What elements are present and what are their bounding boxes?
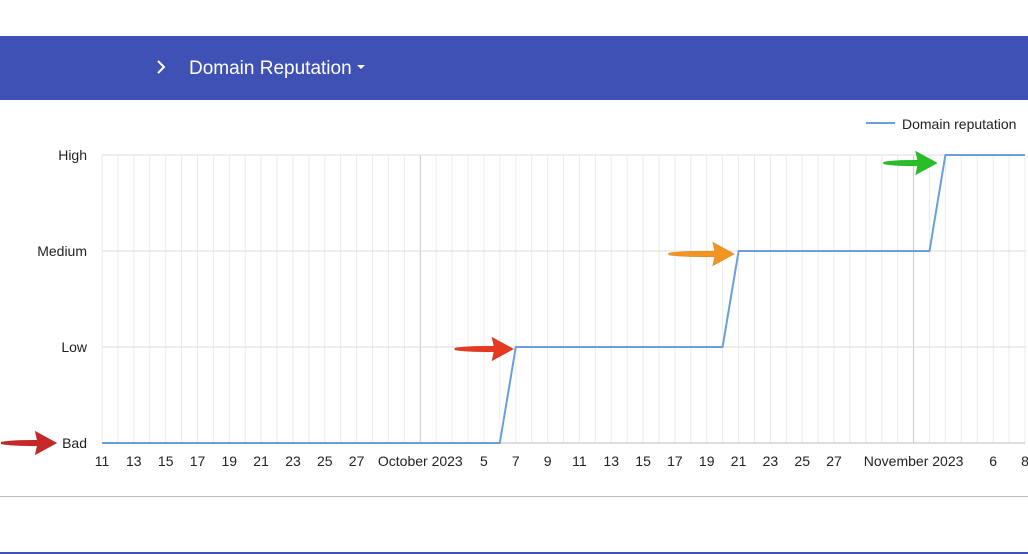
x-tick-label: 11 <box>572 453 587 469</box>
arrow-bad-icon-shape <box>0 430 58 456</box>
x-tick-label: 15 <box>158 453 174 469</box>
x-tick-label: 13 <box>603 453 619 469</box>
y-tick-label: High <box>58 147 87 163</box>
x-tick-label: 19 <box>222 453 238 469</box>
x-tick-label: 23 <box>763 453 779 469</box>
x-tick-label: November 2023 <box>864 453 964 469</box>
x-tick-label: 21 <box>731 453 747 469</box>
x-tick-label: 5 <box>480 453 488 469</box>
arrow-low-icon <box>454 336 515 362</box>
arrow-medium-icon <box>668 241 736 267</box>
x-tick-label: October 2023 <box>378 453 463 469</box>
y-tick-label: Bad <box>62 435 87 451</box>
x-tick-label: 8 <box>1021 453 1028 469</box>
x-tick-label: 19 <box>699 453 715 469</box>
x-tick-label: 23 <box>285 453 301 469</box>
y-axis-labels: Bad Low Medium High <box>37 147 88 451</box>
card-divider <box>0 496 1028 497</box>
chart-legend: Domain reputation <box>866 116 1016 132</box>
report-title: Domain Reputation <box>189 58 352 79</box>
x-tick-label: 21 <box>253 453 269 469</box>
x-tick-label: 7 <box>512 453 520 469</box>
x-tick-label: 27 <box>826 453 842 469</box>
x-tick-label: 9 <box>544 453 552 469</box>
x-tick-label: 17 <box>190 453 206 469</box>
y-tick-label: Low <box>61 339 88 355</box>
series-line <box>102 154 1025 444</box>
x-tick-label: 11 <box>95 453 110 469</box>
next-section-header-edge <box>0 552 1028 554</box>
report-header: Domain Reputation <box>0 36 1028 100</box>
arrow-high-icon-shape <box>883 150 939 176</box>
x-tick-label: 27 <box>349 453 365 469</box>
x-axis-labels: 11 13 15 17 19 21 23 25 27 October 2023 5 7 9 11 13 15 1… <box>95 453 1028 469</box>
x-tick-label: 25 <box>317 453 333 469</box>
x-tick-label: 25 <box>794 453 810 469</box>
x-tick-label: 15 <box>635 453 651 469</box>
caret-down-icon <box>356 64 365 69</box>
chevron-right-icon[interactable] <box>154 55 168 79</box>
arrow-medium-icon-shape <box>668 241 736 267</box>
annotation-arrows <box>0 150 939 456</box>
arrow-low-icon-shape <box>454 336 515 362</box>
x-tick-label: 6 <box>989 453 997 469</box>
legend-label: Domain reputation <box>902 116 1016 132</box>
chart-grid <box>101 154 1026 444</box>
y-tick-label: Medium <box>37 243 87 259</box>
arrow-high-icon <box>883 150 939 176</box>
arrow-bad-icon <box>0 430 58 456</box>
series-domain-reputation <box>102 154 1025 444</box>
x-tick-label: 17 <box>667 453 683 469</box>
report-title-dropdown[interactable]: Domain Reputation <box>189 36 365 100</box>
x-tick-label: 13 <box>126 453 142 469</box>
